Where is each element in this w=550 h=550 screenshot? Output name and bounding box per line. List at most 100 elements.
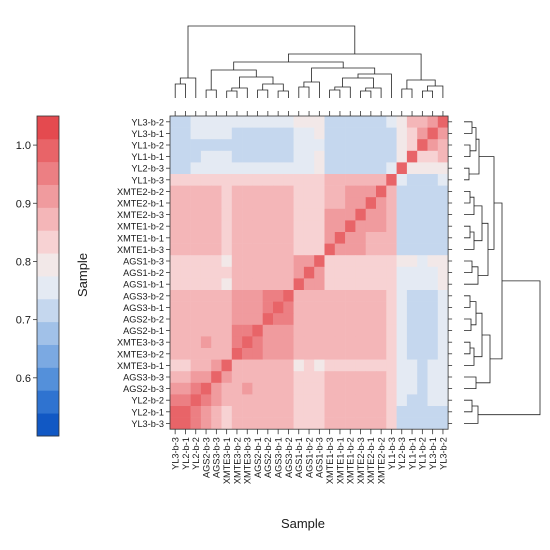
heatmap-cell	[396, 417, 408, 430]
heatmap-cell	[180, 150, 191, 163]
heatmap-cell	[231, 197, 243, 210]
heatmap-cell	[376, 371, 387, 384]
heatmap-cell	[303, 371, 315, 384]
heatmap-cell	[406, 197, 418, 210]
heatmap-cell	[221, 116, 233, 128]
heatmap-cell	[365, 290, 377, 302]
heatmap-cell	[283, 417, 294, 430]
heatmap-cell	[211, 116, 222, 128]
heatmap-cell	[293, 162, 305, 175]
heatmap-cell	[273, 417, 284, 430]
heatmap-cell	[324, 313, 336, 326]
heatmap-cell	[386, 371, 397, 384]
heatmap-cell	[324, 371, 336, 384]
heatmap-cell	[180, 382, 191, 395]
heatmap-cell	[314, 139, 325, 152]
heatmap-cell	[324, 290, 336, 302]
heatmap-cell	[190, 417, 202, 430]
heatmap-cell	[314, 150, 325, 163]
heatmap-cell	[437, 127, 449, 140]
row-label: YL2-b-1	[131, 407, 164, 417]
column-label: YL3-b-2	[438, 437, 448, 470]
heatmap-cell	[303, 220, 315, 233]
colorbar-segment	[37, 367, 59, 391]
dendrogram-branch	[329, 89, 341, 98]
heatmap-cell	[180, 162, 191, 175]
heatmap-cell	[324, 127, 336, 140]
heatmap-cell	[365, 266, 377, 279]
heatmap-cell	[427, 324, 439, 337]
heatmap-cell	[365, 278, 377, 291]
heatmap-cell	[376, 290, 387, 302]
heatmap-cell	[365, 127, 377, 140]
heatmap-cell	[417, 208, 428, 221]
heatmap-cell	[427, 359, 439, 372]
colorbar-segment	[37, 298, 59, 323]
heatmap-cell	[293, 139, 305, 152]
heatmap-cell	[242, 197, 253, 210]
heatmap-cell	[345, 162, 356, 175]
heatmap-cell	[427, 174, 439, 186]
heatmap-cell	[365, 220, 377, 233]
heatmap-cell	[231, 127, 243, 140]
column-label: AGS3-b-2	[284, 437, 294, 478]
heatmap-cell	[190, 243, 202, 256]
heatmap-cell	[376, 359, 387, 372]
heatmap-cell	[376, 208, 387, 221]
heatmap-cell	[386, 220, 397, 233]
heatmap-cell	[262, 255, 274, 268]
heatmap-cell	[376, 348, 387, 360]
heatmap-cell	[365, 324, 377, 337]
heatmap-cell	[355, 127, 366, 140]
heatmap-cell	[303, 208, 315, 221]
heatmap-cell	[324, 208, 336, 221]
row-label: YL1-b-2	[131, 141, 164, 151]
heatmap-cell	[262, 208, 274, 221]
row-label: YL2-b-2	[131, 396, 164, 406]
heatmap-cell	[355, 417, 366, 430]
heatmap-cell	[231, 290, 243, 302]
heatmap-cell	[334, 139, 346, 152]
heatmap-cell	[396, 162, 408, 175]
heatmap-cell	[262, 348, 274, 360]
heatmap-cell	[334, 255, 346, 268]
heatmap-cell	[190, 290, 202, 302]
heatmap-cell	[242, 266, 253, 279]
heatmap-cell	[437, 150, 449, 163]
heatmap-cell	[200, 220, 212, 233]
heatmap-cell	[303, 406, 315, 418]
heatmap-cell	[396, 197, 408, 210]
heatmap-cell	[293, 116, 305, 128]
heatmap-cell	[386, 290, 397, 302]
heatmap-cell	[396, 174, 408, 186]
heatmap-cell	[283, 301, 294, 314]
heatmap-cell	[437, 116, 449, 128]
heatmap-cell	[303, 162, 315, 175]
heatmap-cell	[170, 150, 181, 163]
heatmap-cell	[406, 417, 418, 430]
heatmap-cell	[345, 348, 356, 360]
dendrogram-branch	[464, 295, 471, 308]
heatmap-cell	[262, 382, 274, 395]
heatmap-cell	[262, 266, 274, 279]
heatmap-cell	[190, 348, 202, 360]
heatmap-cell	[170, 301, 181, 314]
heatmap-cell	[314, 290, 325, 302]
heatmap-cell	[324, 394, 336, 407]
heatmap-cell	[365, 185, 377, 198]
heatmap-cell	[437, 348, 449, 360]
heatmap-cell	[170, 208, 181, 221]
heatmap-cell	[231, 348, 243, 360]
heatmap-cell	[386, 185, 397, 198]
heatmap-cell	[345, 127, 356, 140]
heatmap-cell	[334, 290, 346, 302]
heatmap-cell	[231, 150, 243, 163]
heatmap-cell	[273, 116, 284, 128]
heatmap-cell	[170, 220, 181, 233]
heatmap-cell	[386, 324, 397, 337]
heatmap-cell	[396, 336, 408, 349]
heatmap-cell	[242, 417, 253, 430]
heatmap-cell	[334, 220, 346, 233]
heatmap-cell	[293, 290, 305, 302]
colorbar-tick-label: 0.8	[16, 256, 31, 268]
